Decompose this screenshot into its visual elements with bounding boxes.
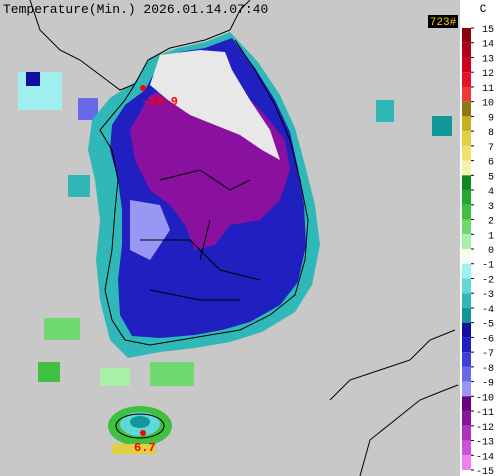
colorbar-segment xyxy=(462,101,471,117)
cell xyxy=(44,318,80,340)
colorbar-segment xyxy=(462,57,471,73)
unit: C xyxy=(480,4,487,16)
colorbar-segment xyxy=(462,322,471,338)
colorbar-label: -2 xyxy=(482,275,494,286)
colorbar-segment xyxy=(462,175,471,191)
colorbar-segment xyxy=(462,160,471,176)
colorbar: 1514131211109876543210-1-2-3-4-5-6-7-8-9… xyxy=(462,25,494,476)
colorbar-label: 10 xyxy=(482,99,494,110)
colorbar-segment xyxy=(462,131,471,146)
colorbar-label: -10 xyxy=(476,393,494,404)
colorbar-label: -14 xyxy=(476,452,494,463)
cell xyxy=(376,100,394,122)
cell xyxy=(78,98,98,120)
colorbar-label: 4 xyxy=(488,187,494,198)
colorbar-label: -9 xyxy=(482,379,494,390)
colorbar-segment xyxy=(462,293,471,308)
cell xyxy=(38,362,60,382)
count-box xyxy=(428,15,458,28)
cell xyxy=(68,175,90,197)
colorbar-segment xyxy=(462,204,471,220)
colorbar-segment xyxy=(462,28,471,43)
colorbar-label: -8 xyxy=(482,364,494,375)
colorbar-segment xyxy=(462,337,471,353)
colorbar-segment xyxy=(462,411,471,426)
jeju-field xyxy=(130,416,150,428)
colorbar-label: 6 xyxy=(488,158,494,169)
colorbar-segment xyxy=(462,116,471,132)
colorbar-label: -15 xyxy=(476,467,494,476)
colorbar-label: 8 xyxy=(488,128,494,139)
colorbar-label: -1 xyxy=(482,261,494,272)
cell xyxy=(100,368,130,386)
colorbar-label: 11 xyxy=(482,84,494,95)
colorbar-segment xyxy=(462,425,471,441)
colorbar-segment xyxy=(462,396,471,412)
colorbar-segment xyxy=(462,42,471,58)
jeju-field xyxy=(112,444,156,454)
cell xyxy=(432,116,452,136)
colorbar-label: 5 xyxy=(488,172,494,183)
colorbar-segment xyxy=(462,86,471,102)
field-mild xyxy=(130,200,170,260)
colorbar-label: 12 xyxy=(482,69,494,80)
station-label: 6.7 xyxy=(134,441,156,455)
cell xyxy=(150,362,194,386)
colorbar-segment xyxy=(462,190,471,205)
colorbar-label: -6 xyxy=(482,334,494,345)
colorbar-segment xyxy=(462,219,471,235)
colorbar-segment xyxy=(462,455,471,470)
colorbar-label: -12 xyxy=(476,423,494,434)
colorbar-label: 13 xyxy=(482,54,494,65)
colorbar-segment xyxy=(462,278,471,294)
colorbar-segment xyxy=(462,145,471,161)
colorbar-label: -7 xyxy=(482,349,494,360)
colorbar-label: 14 xyxy=(482,40,494,51)
colorbar-segment xyxy=(462,72,471,87)
colorbar-label: 9 xyxy=(488,113,494,124)
colorbar-label: 7 xyxy=(488,143,494,154)
cell xyxy=(26,72,40,86)
colorbar-segment xyxy=(462,366,471,382)
colorbar-label: -3 xyxy=(482,290,494,301)
count: 723# xyxy=(430,17,457,29)
station-label: -20.9 xyxy=(142,95,178,109)
colorbar-segment xyxy=(462,381,471,397)
station-dot xyxy=(140,430,146,436)
colorbar-label: -4 xyxy=(482,305,494,316)
colorbar-label: -5 xyxy=(482,320,494,331)
station-dot xyxy=(140,85,146,91)
title: Temperature(Min.) 2026.01.14.07:40 xyxy=(3,2,268,17)
colorbar-label: 2 xyxy=(488,217,494,228)
colorbar-label: 1 xyxy=(488,231,494,242)
colorbar-segment xyxy=(462,234,471,249)
colorbar-segment xyxy=(462,440,471,456)
colorbar-label: 3 xyxy=(488,202,494,213)
colorbar-label: 15 xyxy=(482,25,494,36)
colorbar-label: -13 xyxy=(476,438,494,449)
field-coldest xyxy=(150,50,280,160)
colorbar-label: -11 xyxy=(476,408,494,419)
colorbar-segment xyxy=(462,249,471,264)
colorbar-segment xyxy=(462,263,471,279)
colorbar-label: 0 xyxy=(488,246,494,257)
colorbar-segment xyxy=(462,352,471,367)
colorbar-segment xyxy=(462,307,471,323)
coastlines xyxy=(29,0,459,476)
